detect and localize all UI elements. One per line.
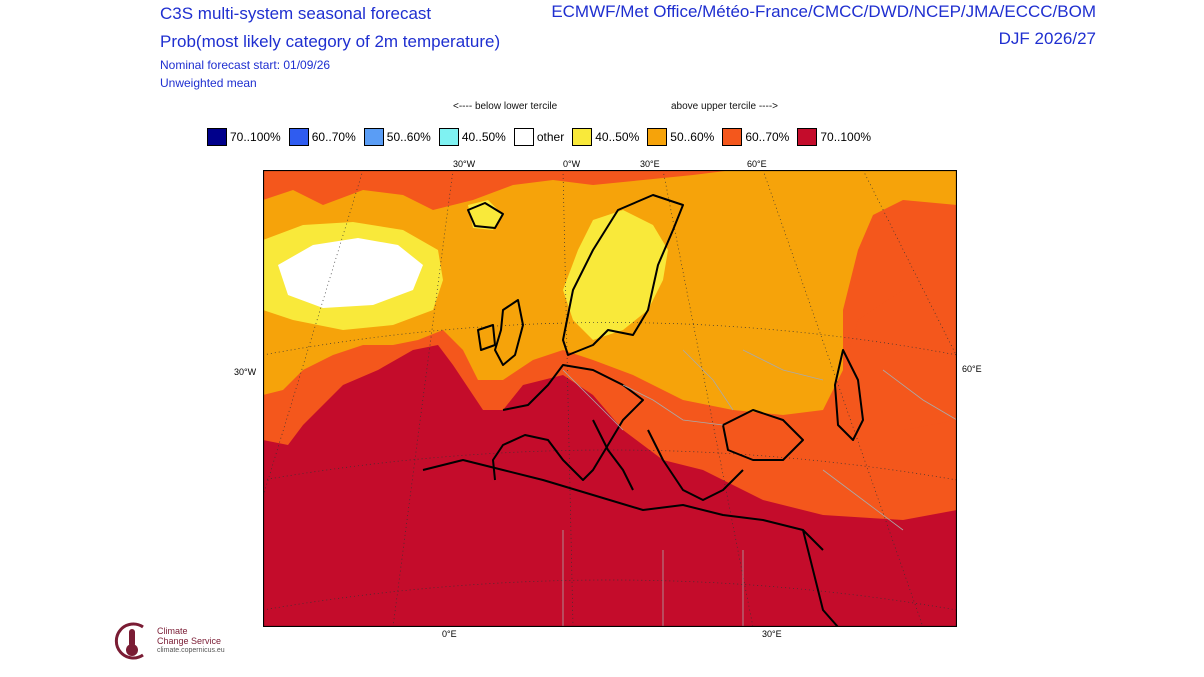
legend-swatch [647,128,668,146]
legend-swatch [288,128,309,146]
legend-label: 40..50% [595,130,640,144]
legend-label: other [536,130,565,144]
forecast-map [263,170,957,627]
legend-swatch [572,128,593,146]
region-above-40-50 [563,210,668,340]
legend-item-below-40-50: 40..50% [438,128,506,146]
legend-label: 60..70% [745,130,790,144]
legend-item-below-70-100: 70..100% [207,128,281,146]
legend-item-above-60-70: 60..70% [722,128,789,146]
graticule [263,170,957,627]
legend-label: 40..50% [461,130,506,144]
legend-label: 60..70% [311,130,356,144]
legend-label: 50..60% [386,130,431,144]
logo-url: climate.copernicus.eu [157,647,225,654]
logo-line2: Change Service [157,636,222,646]
lon-label-bottom: 30°E [762,629,782,639]
legend-swatch [722,128,743,146]
region-above-60-70 [843,290,957,430]
lon-label-top: 30°E [640,159,660,169]
coastlines [422,194,864,627]
legend-swatch [513,128,534,146]
lat-label-left: 30°W [234,367,257,377]
lon-label-top: 0°W [563,159,581,169]
legend-swatch [438,128,459,146]
lon-label-top: 30°W [453,159,476,169]
legend-label: 70..100% [230,130,281,144]
legend-item-below-50-60: 50..60% [363,128,431,146]
lon-label-bottom: 0°E [442,629,457,639]
legend-label: 50..60% [670,130,715,144]
legend-item-above-70-100: 70..100% [797,128,871,146]
above-tercile-label: above upper tercile ----> [671,101,778,112]
climate-thermometer-icon [114,622,144,660]
legend-item-other: other [513,128,565,146]
legend-swatch [207,128,227,146]
legend: 70..100% 60..70% 50..60% 40..50% other 4… [207,128,879,146]
logo-line1: Climate [157,626,188,636]
legend-label: 70..100% [820,130,872,144]
title-line2: Prob(most likely category of 2m temperat… [160,32,501,51]
systems-list: ECMWF/Met Office/Météo-France/CMCC/DWD/N… [551,2,1096,21]
season-label: DJF 2026/27 [998,29,1096,48]
logo-text: Climate Change Service climate.copernicu… [157,626,225,656]
lon-label-top: 60°E [747,159,767,169]
legend-item-above-40-50: 40..50% [572,128,639,146]
country-borders [562,349,957,627]
mean-type: Unweighted mean [160,76,257,90]
copernicus-logo: Climate Change Service climate.copernicu… [113,619,225,663]
title-line1: C3S multi-system seasonal forecast [160,4,432,23]
legend-swatch [363,128,384,146]
below-tercile-label: <---- below lower tercile [453,101,558,112]
legend-swatch [797,128,818,146]
region-other [278,238,423,308]
legend-item-above-50-60: 50..60% [647,128,714,146]
legend-item-below-60-70: 60..70% [288,128,356,146]
lat-label-right: 60°E [962,364,982,374]
forecast-start: Nominal forecast start: 01/09/26 [160,58,331,72]
